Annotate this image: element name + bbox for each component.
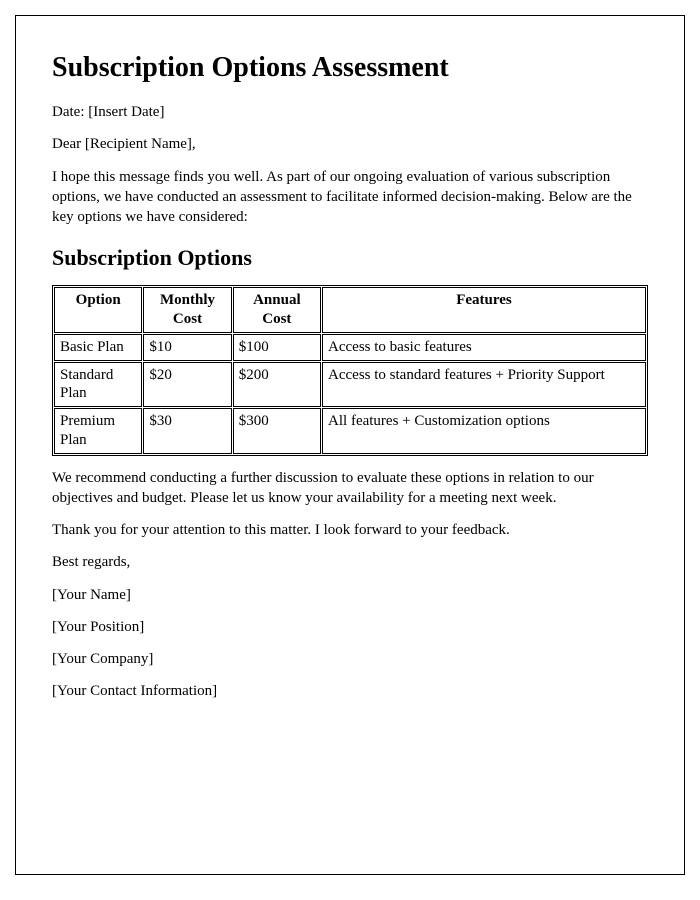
cell-annual: $300 <box>233 408 321 454</box>
col-header-option: Option <box>54 287 142 333</box>
document-page: Subscription Options Assessment Date: [I… <box>15 15 685 875</box>
page-title: Subscription Options Assessment <box>52 52 648 84</box>
cell-option: Premium Plan <box>54 408 142 454</box>
cell-option: Basic Plan <box>54 334 142 361</box>
options-table: Option Monthly Cost Annual Cost Features… <box>52 285 648 455</box>
signature-name: [Your Name] <box>52 585 648 605</box>
table-row: Standard Plan $20 $200 Access to standar… <box>54 362 646 408</box>
cell-features: Access to standard features + Priority S… <box>322 362 646 408</box>
section-heading: Subscription Options <box>52 245 648 271</box>
signature-company: [Your Company] <box>52 649 648 669</box>
signature-contact: [Your Contact Information] <box>52 681 648 701</box>
col-header-features: Features <box>322 287 646 333</box>
cell-monthly: $20 <box>143 362 231 408</box>
cell-features: Access to basic features <box>322 334 646 361</box>
col-header-monthly: Monthly Cost <box>143 287 231 333</box>
signature-position: [Your Position] <box>52 617 648 637</box>
intro-paragraph: I hope this message finds you well. As p… <box>52 167 648 228</box>
cell-annual: $100 <box>233 334 321 361</box>
cell-option: Standard Plan <box>54 362 142 408</box>
table-header-row: Option Monthly Cost Annual Cost Features <box>54 287 646 333</box>
closing-paragraph-2: Thank you for your attention to this mat… <box>52 520 648 540</box>
table-row: Premium Plan $30 $300 All features + Cus… <box>54 408 646 454</box>
cell-features: All features + Customization options <box>322 408 646 454</box>
closing-paragraph-1: We recommend conducting a further discus… <box>52 468 648 509</box>
col-header-annual: Annual Cost <box>233 287 321 333</box>
salutation: Dear [Recipient Name], <box>52 134 648 154</box>
date-line: Date: [Insert Date] <box>52 102 648 122</box>
cell-monthly: $10 <box>143 334 231 361</box>
table-row: Basic Plan $10 $100 Access to basic feat… <box>54 334 646 361</box>
cell-monthly: $30 <box>143 408 231 454</box>
cell-annual: $200 <box>233 362 321 408</box>
signoff: Best regards, <box>52 552 648 572</box>
